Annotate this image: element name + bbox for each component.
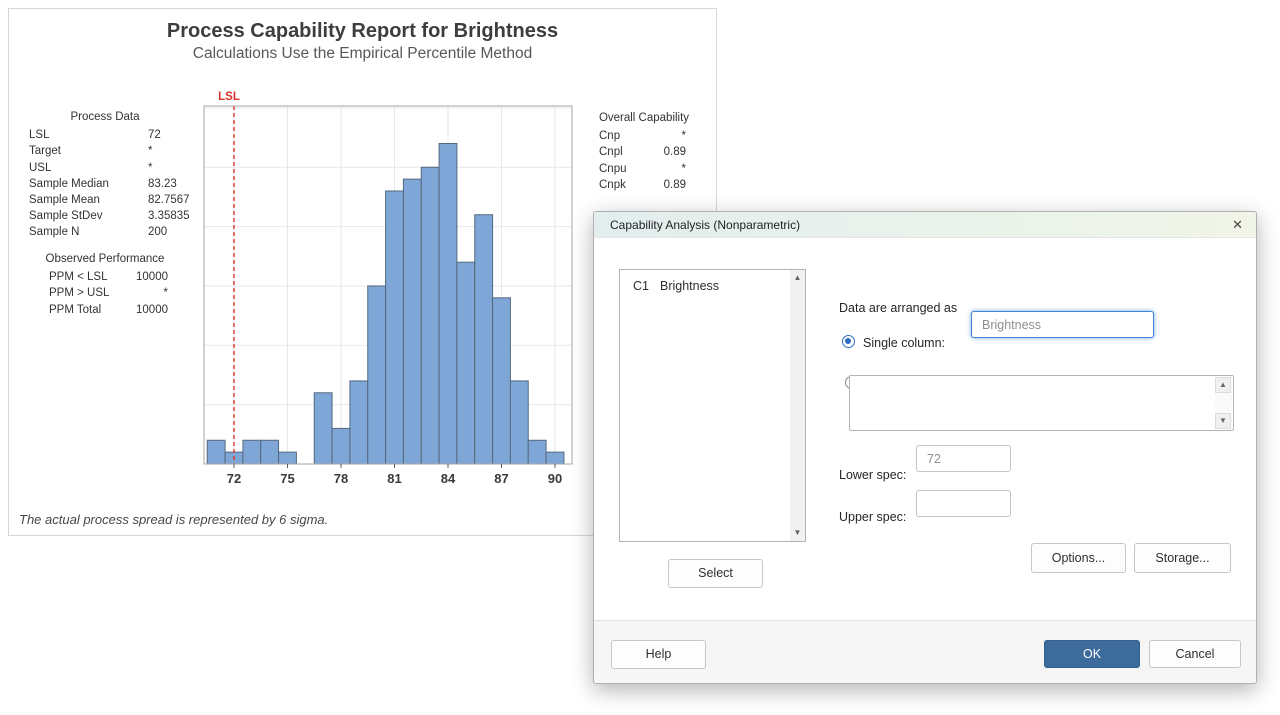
lower-spec-label: Lower spec: [839, 468, 906, 482]
stat-row: Sample Mean82.7567 [29, 192, 181, 208]
single-column-input[interactable] [971, 311, 1154, 338]
column-list-item[interactable]: C1Brightness [620, 270, 790, 293]
data-arranged-label: Data are arranged as [839, 301, 957, 315]
single-column-radio[interactable] [842, 335, 855, 348]
stat-row: PPM > USL* [29, 285, 181, 301]
dialog-title: Capability Analysis (Nonparametric) [610, 212, 800, 238]
upper-spec-label: Upper spec: [839, 510, 906, 524]
svg-text:81: 81 [387, 471, 401, 486]
dialog-footer: Help OK Cancel [594, 620, 1256, 683]
stat-row: USL* [29, 160, 181, 176]
observed-performance-panel: Observed Performance PPM < LSL10000PPM >… [29, 251, 181, 318]
listbox-scrollbar[interactable]: ▲ ▼ [790, 270, 805, 541]
stat-row: Target* [29, 143, 181, 159]
dialog-titlebar[interactable]: Capability Analysis (Nonparametric) ✕ [594, 212, 1256, 238]
stat-row: PPM < LSL10000 [29, 269, 181, 285]
scroll-up-icon[interactable]: ▲ [790, 270, 805, 286]
process-data-heading: Process Data [29, 109, 181, 125]
storage-button[interactable]: Storage... [1134, 543, 1231, 573]
upper-spec-input[interactable] [916, 490, 1011, 517]
close-icon[interactable]: ✕ [1232, 212, 1243, 238]
overall-capability-panel: Overall Capability Cnp*Cnpl0.89Cnpu*Cnpk… [591, 110, 697, 193]
report-title: Process Capability Report for Brightness [9, 20, 716, 43]
stat-row: Cnp* [591, 128, 697, 144]
columns-listbox[interactable]: C1Brightness ▲ ▼ [619, 269, 806, 542]
ok-button[interactable]: OK [1044, 640, 1140, 668]
textarea-scrollbar[interactable]: ▲ ▼ [1215, 377, 1232, 429]
scroll-up-icon[interactable]: ▲ [1215, 377, 1231, 393]
overall-capability-heading: Overall Capability [591, 110, 697, 126]
svg-text:72: 72 [227, 471, 241, 486]
observed-performance-heading: Observed Performance [29, 251, 181, 267]
process-data-panel: Process Data LSL72Target*USL*Sample Medi… [29, 109, 181, 241]
stat-row: Sample StDev3.35835 [29, 208, 181, 224]
capability-analysis-dialog: Capability Analysis (Nonparametric) ✕ C1… [593, 211, 1257, 684]
scroll-down-icon[interactable]: ▼ [790, 525, 805, 541]
svg-text:LSL: LSL [218, 91, 240, 103]
report-footnote: The actual process spread is represented… [19, 512, 328, 527]
options-button[interactable]: Options... [1031, 543, 1126, 573]
report-subtitle: Calculations Use the Empirical Percentil… [9, 45, 716, 63]
stat-row: LSL72 [29, 127, 181, 143]
stat-row: Sample Median83.23 [29, 176, 181, 192]
stat-row: Cnpl0.89 [591, 144, 697, 160]
cancel-button[interactable]: Cancel [1149, 640, 1241, 668]
stat-row: Sample N200 [29, 224, 181, 240]
scroll-down-icon[interactable]: ▼ [1215, 413, 1231, 429]
svg-text:87: 87 [494, 471, 508, 486]
stat-row: PPM Total10000 [29, 302, 181, 318]
subgroups-textarea[interactable]: ▲ ▼ [849, 375, 1234, 431]
columns-listbox-items: C1Brightness [620, 270, 790, 541]
stat-row: Cnpu* [591, 161, 697, 177]
app-background: LSL72757881848790 Process Capability Rep… [0, 0, 1280, 715]
lower-spec-input[interactable] [916, 445, 1011, 472]
dialog-body: C1Brightness ▲ ▼ Select Data are arrange… [594, 238, 1256, 683]
svg-text:78: 78 [334, 471, 348, 486]
help-button[interactable]: Help [611, 640, 706, 669]
select-button[interactable]: Select [668, 559, 763, 588]
svg-text:90: 90 [548, 471, 562, 486]
svg-text:75: 75 [280, 471, 294, 486]
svg-text:84: 84 [441, 471, 456, 486]
single-column-label: Single column: [863, 336, 945, 350]
stat-row: Cnpk0.89 [591, 177, 697, 193]
